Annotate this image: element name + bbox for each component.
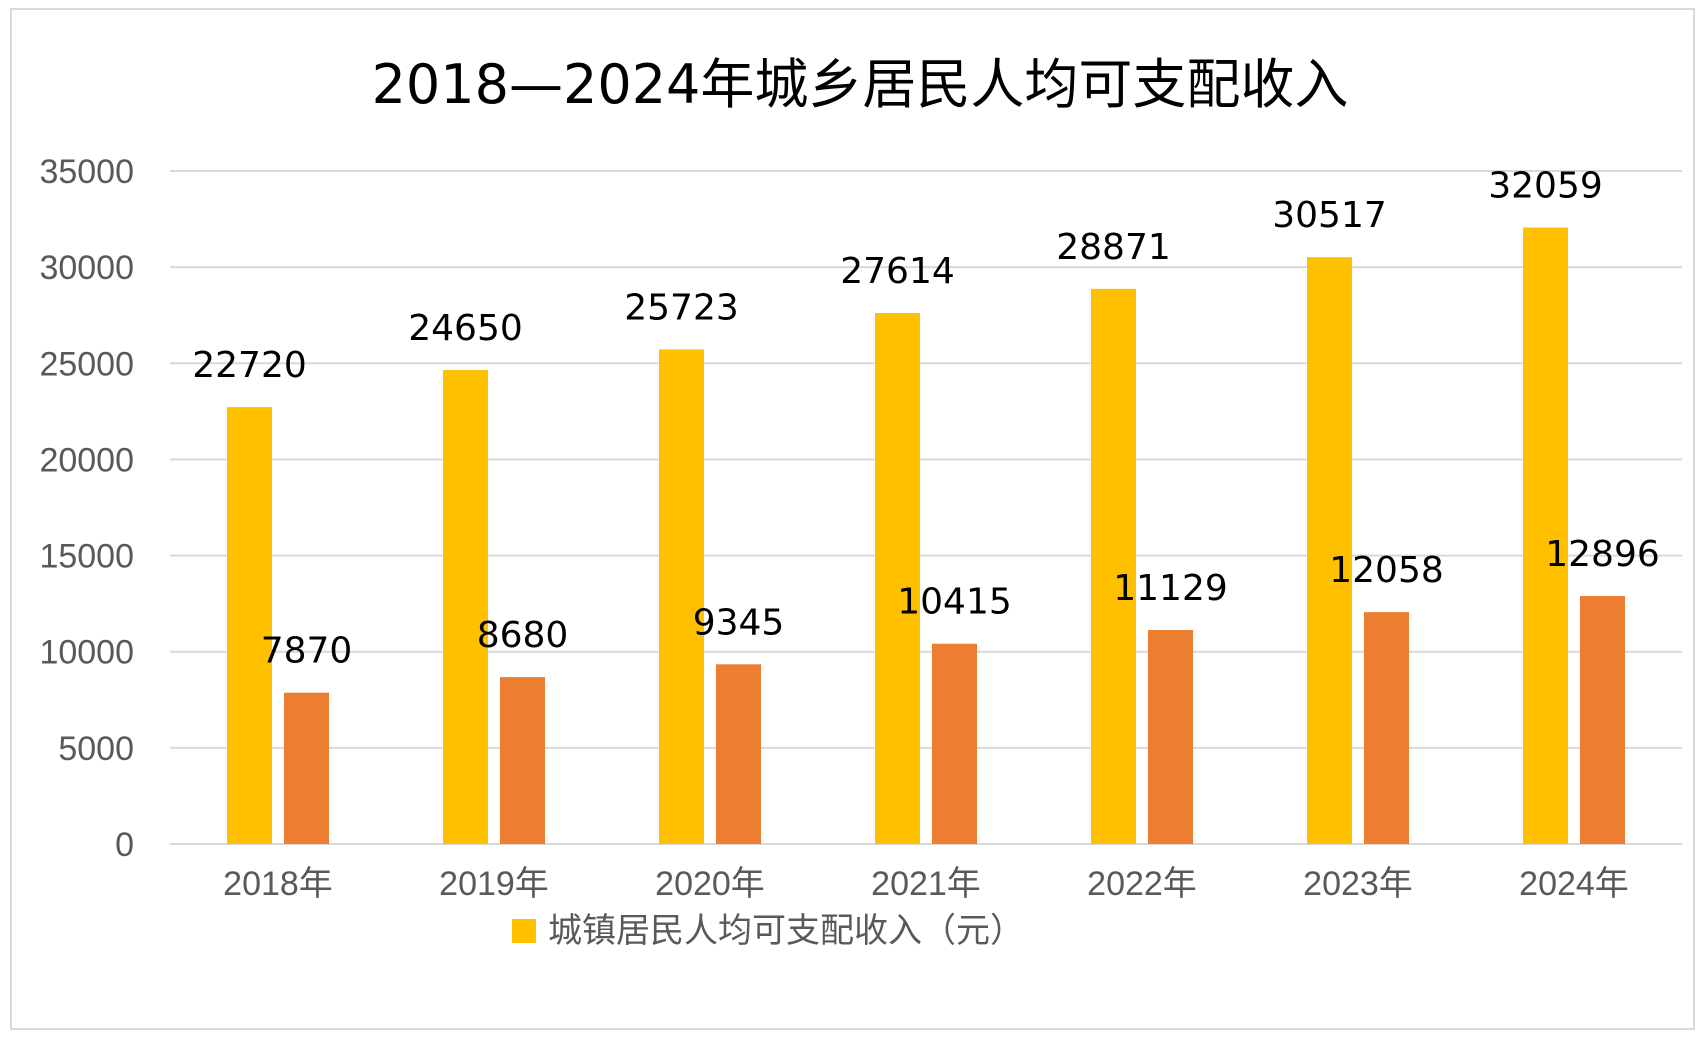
data-label: 27614	[840, 251, 955, 292]
y-tick-label: 30000	[39, 249, 134, 287]
bar-series-2-2022年	[1148, 630, 1193, 844]
legend: 城镇居民人均可支配收入（元）	[512, 911, 1024, 951]
bar-series-1-2018年	[227, 407, 272, 844]
bar-series-1-2024年	[1523, 227, 1568, 845]
y-tick-label: 0	[115, 826, 134, 864]
x-axis-ticks: 2018年 2019年 2020年 2021年 2022年 2023年 2024年	[223, 865, 1629, 903]
x-tick-label: 2023年	[1303, 865, 1413, 903]
bars	[227, 227, 1625, 845]
bar-series-1-2023年	[1307, 257, 1352, 845]
y-tick-label: 25000	[39, 345, 134, 383]
gridlines	[170, 170, 1682, 845]
x-tick-label: 2018年	[223, 865, 333, 903]
data-label: 22720	[192, 345, 307, 386]
data-label: 9345	[693, 602, 785, 643]
bar-series-2-2019年	[500, 677, 545, 844]
bar-series-2-2021年	[932, 643, 977, 844]
bar-series-2-2023年	[1364, 612, 1409, 844]
x-tick-label: 2021年	[871, 865, 981, 903]
y-tick-label: 35000	[39, 153, 134, 191]
data-label: 7870	[261, 631, 353, 672]
data-label: 32059	[1488, 166, 1603, 207]
bar-chart: 2018—2024年城乡居民人均可支配收入 0 5000 10000 15000 200…	[39, 53, 1682, 951]
bar-series-1-2019年	[443, 370, 488, 844]
data-label: 8680	[477, 615, 569, 656]
bar-series-2-2024年	[1580, 596, 1625, 844]
y-tick-label: 5000	[58, 730, 134, 768]
y-tick-label: 10000	[39, 634, 134, 672]
y-tick-label: 20000	[39, 441, 134, 479]
x-tick-label: 2024年	[1519, 865, 1629, 903]
data-labels: 22720 24650 25723 27614 28871 30517 32059 7870 8…	[192, 166, 1660, 672]
bar-series-2-2018年	[284, 692, 329, 844]
y-tick-label: 15000	[39, 538, 134, 576]
data-label: 25723	[624, 287, 739, 328]
data-label: 30517	[1272, 195, 1387, 236]
x-tick-label: 2020年	[655, 865, 765, 903]
data-label: 12058	[1329, 550, 1444, 591]
y-axis-ticks: 0 5000 10000 15000 20000 25000 30000 35000	[39, 153, 134, 864]
data-label: 28871	[1056, 227, 1171, 268]
bar-series-1-2020年	[659, 349, 704, 844]
chart-title: 2018—2024年城乡居民人均可支配收入	[372, 53, 1349, 116]
legend-swatch	[512, 919, 536, 943]
bar-series-1-2021年	[875, 313, 920, 844]
bar-series-1-2022年	[1091, 288, 1136, 844]
data-label: 11129	[1113, 568, 1228, 609]
x-tick-label: 2022年	[1087, 865, 1197, 903]
bar-series-2-2020年	[716, 664, 761, 844]
chart-frame: 2018—2024年城乡居民人均可支配收入 0 5000 10000 15000 200…	[10, 8, 1695, 1030]
data-label: 24650	[408, 308, 523, 349]
legend-label: 城镇居民人均可支配收入（元）	[548, 911, 1024, 951]
x-tick-label: 2019年	[439, 865, 549, 903]
data-label: 12896	[1545, 534, 1660, 575]
data-label: 10415	[897, 582, 1012, 623]
